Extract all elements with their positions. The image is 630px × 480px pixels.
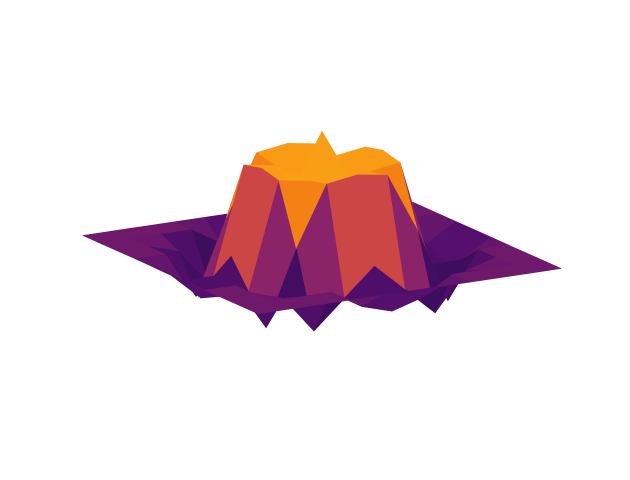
surface-patch xyxy=(240,301,289,315)
